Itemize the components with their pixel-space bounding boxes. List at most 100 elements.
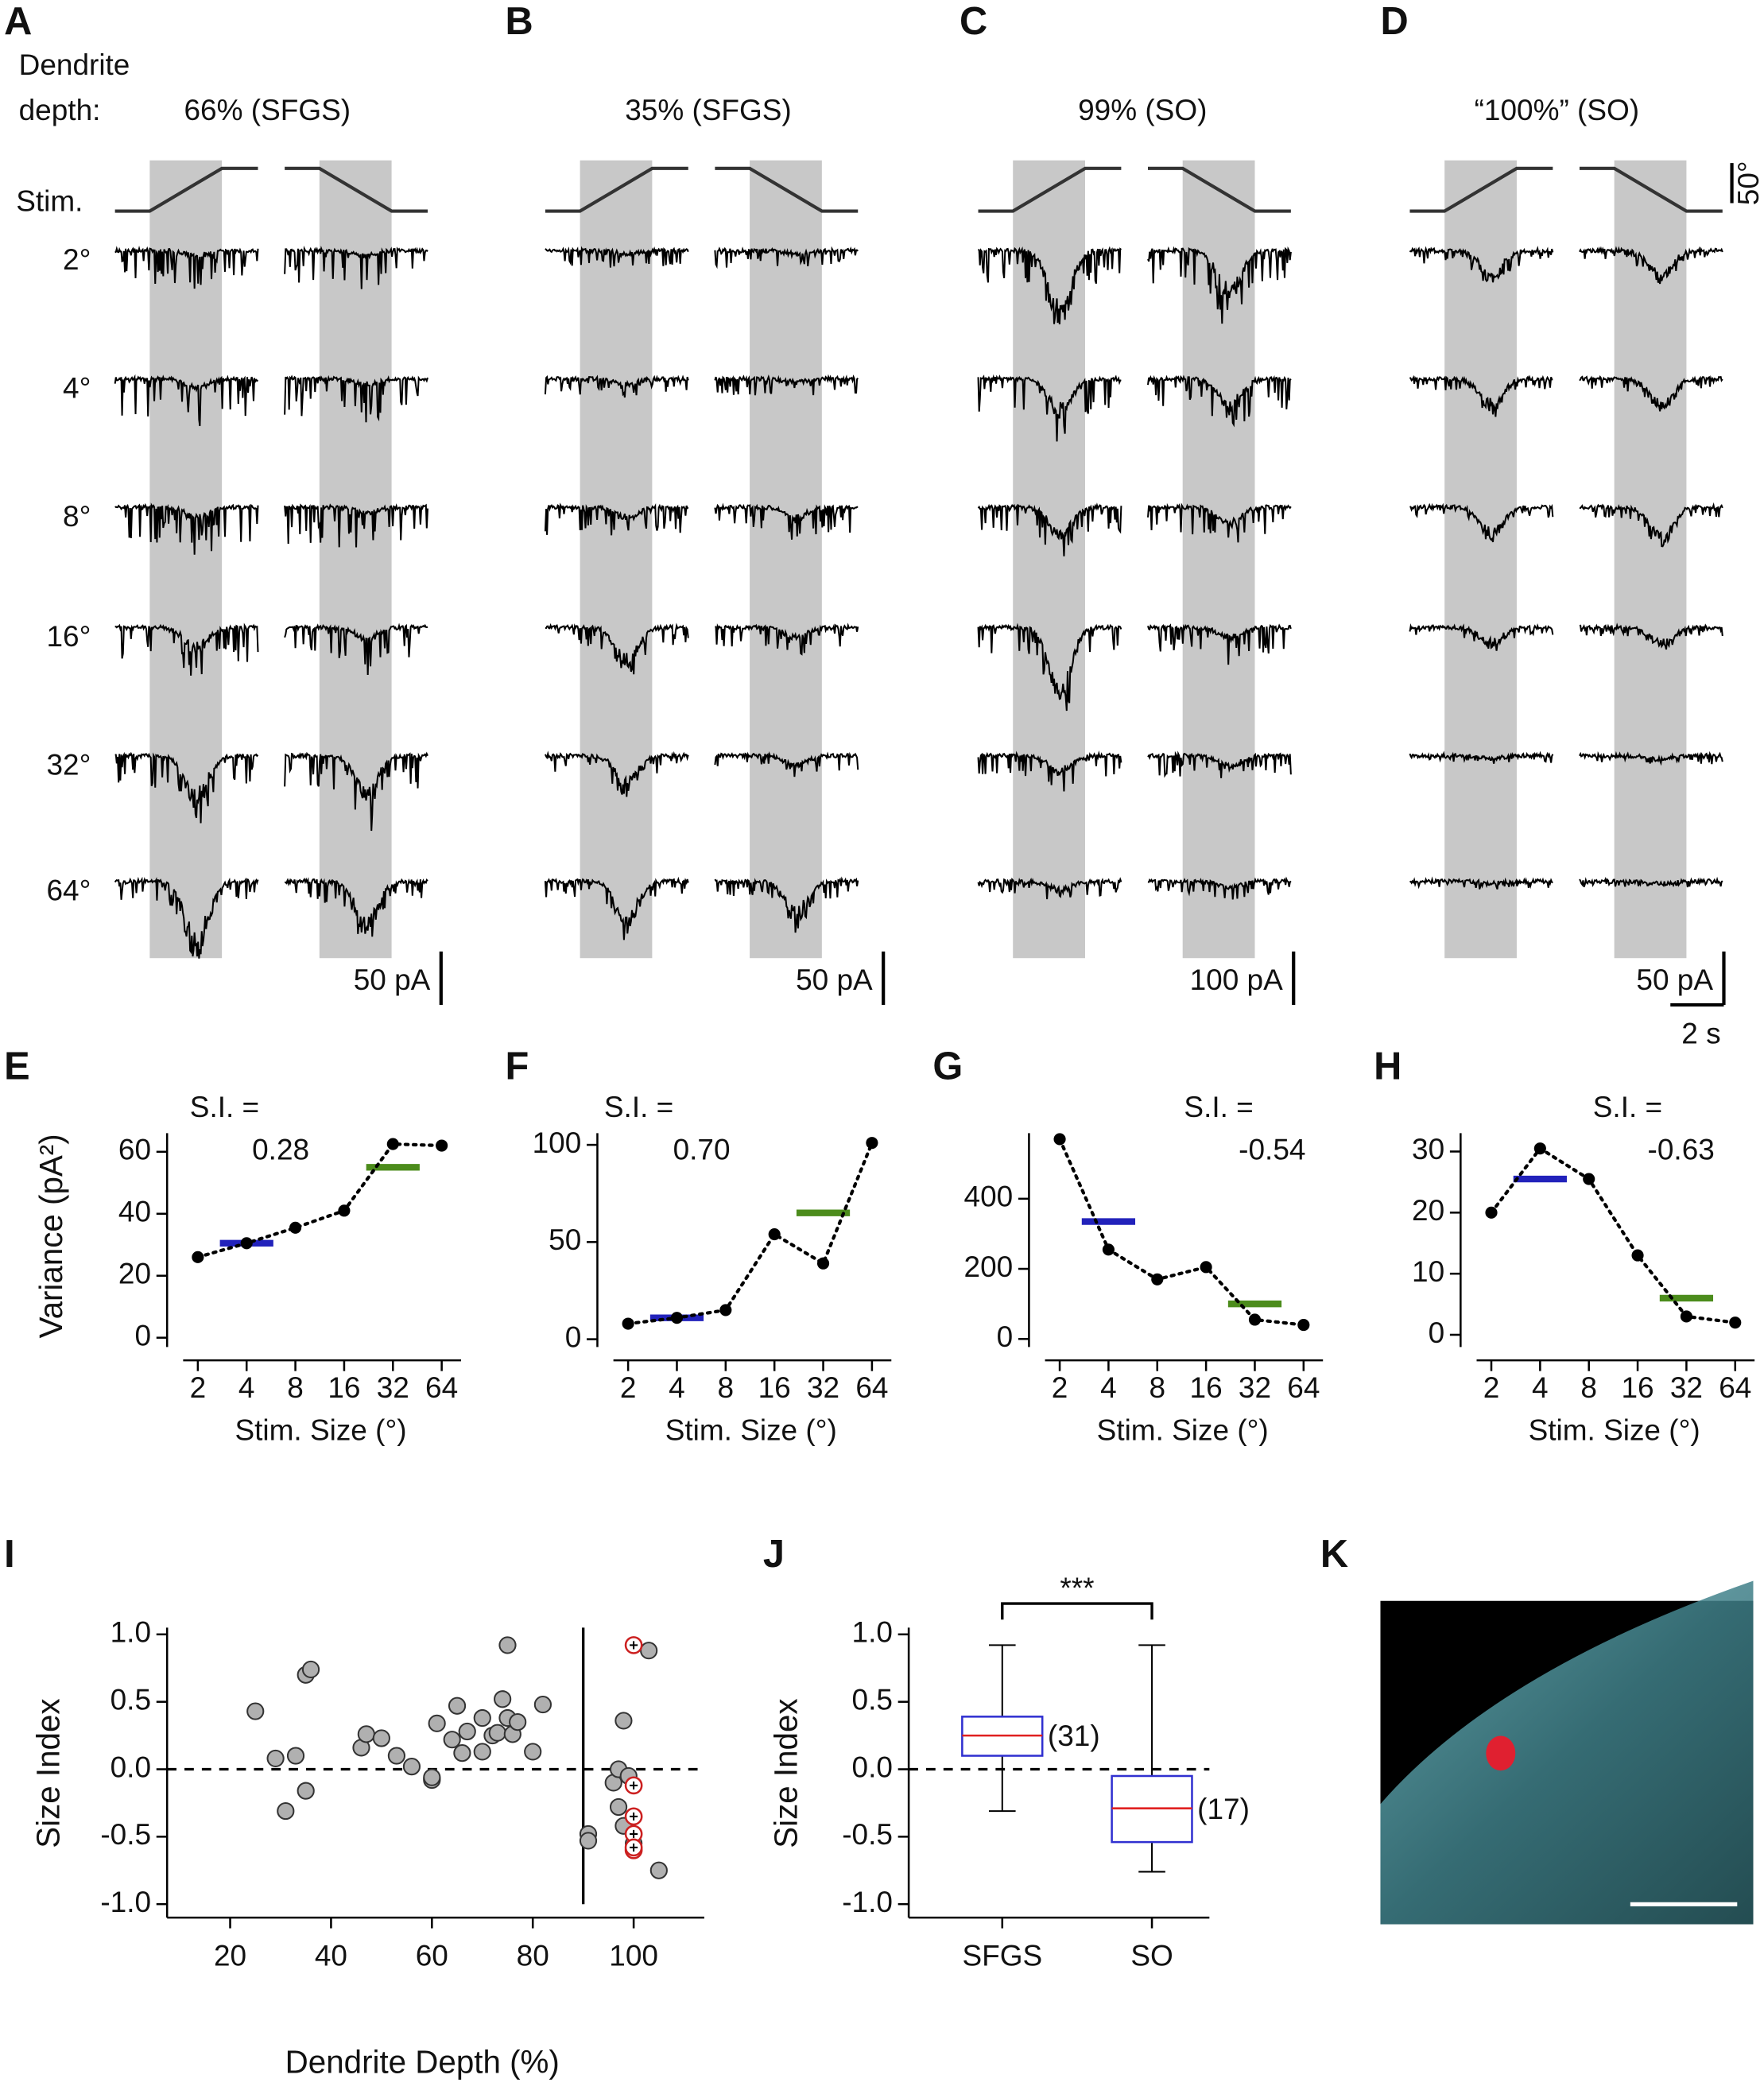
- x-axis-label: Stim. Size (°): [665, 1414, 837, 1447]
- stim-shade: [149, 160, 223, 959]
- depth-label: Dendrite: [19, 48, 130, 81]
- panel-letter: I: [4, 1533, 15, 1576]
- x-tick-label: 100: [609, 1939, 658, 1972]
- current-scale-label: 50 pA: [354, 964, 431, 996]
- data-point: [494, 1690, 512, 1708]
- current-trace: [1579, 374, 1723, 412]
- current-trace: [1146, 502, 1292, 543]
- current-trace: [714, 502, 859, 540]
- series-line: [1057, 1137, 1305, 1327]
- annotation: S.I. =: [1184, 1091, 1253, 1123]
- current-trace: [1579, 246, 1723, 285]
- y-tick-label: 1.0: [852, 1616, 893, 1649]
- x-tick-label: SFGS: [962, 1939, 1042, 1972]
- data-point: [609, 1797, 628, 1817]
- data-point: [1200, 1261, 1212, 1274]
- current-trace: [114, 245, 259, 289]
- data-point: [266, 1749, 285, 1768]
- x-tick-label: 32: [1239, 1371, 1271, 1404]
- stim-shade: [319, 160, 392, 959]
- current-trace: [977, 622, 1122, 712]
- n-label: (17): [1197, 1793, 1250, 1825]
- current-trace: [1579, 876, 1723, 888]
- data-point: [240, 1237, 253, 1250]
- y-tick-label: 100: [533, 1126, 582, 1159]
- micrograph-tissue: [1380, 1580, 1754, 1925]
- data-point-plus: [630, 1812, 638, 1821]
- current-trace: [544, 502, 689, 536]
- significance-label: ***: [1060, 1572, 1094, 1604]
- x-axis-label: Stim. Size (°): [1097, 1414, 1269, 1447]
- y-axis-label: Variance (pA²): [33, 1134, 69, 1338]
- current-trace: [114, 622, 259, 676]
- data-point: [816, 1257, 830, 1270]
- y-tick-label: 0: [134, 1319, 151, 1351]
- y-tick-label: 10: [1412, 1255, 1444, 1288]
- current-trace: [284, 245, 428, 289]
- stim-trace: [1409, 166, 1553, 213]
- x-tick-label: 4: [1100, 1371, 1117, 1404]
- current-trace: [1147, 374, 1292, 428]
- x-tick-label: 16: [328, 1371, 360, 1404]
- panel-letter: D: [1380, 0, 1408, 43]
- panel-letter: B: [505, 0, 533, 43]
- x-tick-label: 4: [669, 1371, 685, 1404]
- data-point: [246, 1702, 265, 1720]
- current-trace: [1409, 876, 1553, 890]
- stim-scale-label: 50°: [1732, 161, 1764, 205]
- data-point: [866, 1137, 878, 1150]
- size-label: 4°: [63, 372, 91, 405]
- stim-trace: [715, 166, 859, 213]
- annotation: S.I. =: [190, 1091, 259, 1123]
- current-trace: [714, 374, 859, 396]
- data-point: [1680, 1310, 1692, 1323]
- current-trace: [284, 622, 428, 676]
- y-tick-label: -1.0: [842, 1886, 893, 1918]
- data-point: [387, 1747, 405, 1765]
- stim-trace: [114, 166, 258, 213]
- data-point: [1485, 1206, 1498, 1219]
- stim-trace: [1579, 166, 1723, 213]
- current-scale-label: 50 pA: [1636, 964, 1713, 996]
- current-trace: [977, 750, 1122, 792]
- panel-letter: C: [960, 0, 987, 43]
- n-label: (31): [1048, 1720, 1100, 1752]
- y-tick-label: 1.0: [110, 1616, 151, 1649]
- y-tick-label: 0.5: [852, 1683, 893, 1716]
- data-point: [509, 1713, 527, 1731]
- current-trace: [977, 502, 1122, 556]
- annotation: 0.70: [673, 1134, 731, 1166]
- current-trace: [1579, 502, 1723, 548]
- size-label: 64°: [46, 874, 91, 907]
- current-trace: [977, 877, 1122, 900]
- current-trace: [114, 374, 259, 427]
- data-point-plus: [630, 1829, 638, 1838]
- panel-letter: F: [505, 1045, 529, 1088]
- stim-trace: [1148, 166, 1291, 213]
- current-trace: [544, 876, 689, 940]
- current-trace: [714, 750, 859, 777]
- data-point: [428, 1714, 446, 1732]
- y-tick-label: 30: [1412, 1133, 1444, 1165]
- data-point: [1297, 1319, 1310, 1332]
- x-tick-label: 64: [855, 1371, 888, 1404]
- y-tick-label: -1.0: [100, 1886, 151, 1918]
- current-trace: [714, 246, 859, 270]
- data-point: [436, 1139, 448, 1152]
- current-trace: [1409, 750, 1554, 764]
- annotation: S.I. =: [1593, 1091, 1662, 1123]
- current-trace: [977, 374, 1122, 442]
- stim-label: Stim.: [16, 184, 83, 217]
- x-tick-label: 4: [238, 1371, 255, 1404]
- y-tick-label: 200: [964, 1251, 1014, 1283]
- current-trace: [114, 751, 259, 824]
- current-trace: [1409, 246, 1554, 283]
- annotation: 0.28: [252, 1134, 309, 1166]
- data-point: [277, 1801, 295, 1821]
- stim-shade: [750, 160, 822, 959]
- x-tick-label: 32: [1670, 1371, 1703, 1404]
- x-tick-label: 2: [1483, 1371, 1500, 1404]
- current-trace: [714, 876, 859, 933]
- x-tick-label: 60: [416, 1939, 448, 1972]
